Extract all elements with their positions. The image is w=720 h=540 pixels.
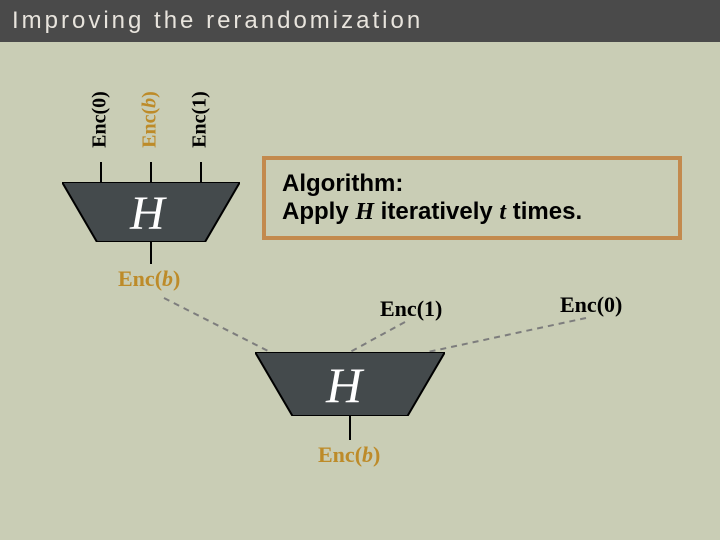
algorithm-box: Algorithm:Apply H iteratively t times. [262,156,682,240]
algo-desc: Apply H iteratively t times. [282,198,662,226]
slide-title: Improving the rerandomization [12,7,423,35]
h-function-label: H [130,186,165,241]
enc-label: Enc(1) [189,85,212,155]
enc-label: Enc(b) [118,266,180,292]
enc-label: Enc(b) [318,442,380,468]
algo-title: Algorithm: [282,170,662,198]
connector-line [100,162,102,182]
connector-line [150,242,152,264]
slide-container: Improving the rerandomization Enc(0) Enc(… [0,0,720,540]
enc-label: Enc(1) [380,296,442,322]
connector-line [200,162,202,182]
enc-label: Enc(0) [89,85,112,155]
connector-line [349,416,351,440]
h-function-label: H [326,356,362,414]
connector-line [150,162,152,182]
enc-label: Enc(0) [560,292,622,318]
enc-label: Enc(b) [139,85,162,155]
slide-header: Improving the rerandomization [0,0,720,42]
